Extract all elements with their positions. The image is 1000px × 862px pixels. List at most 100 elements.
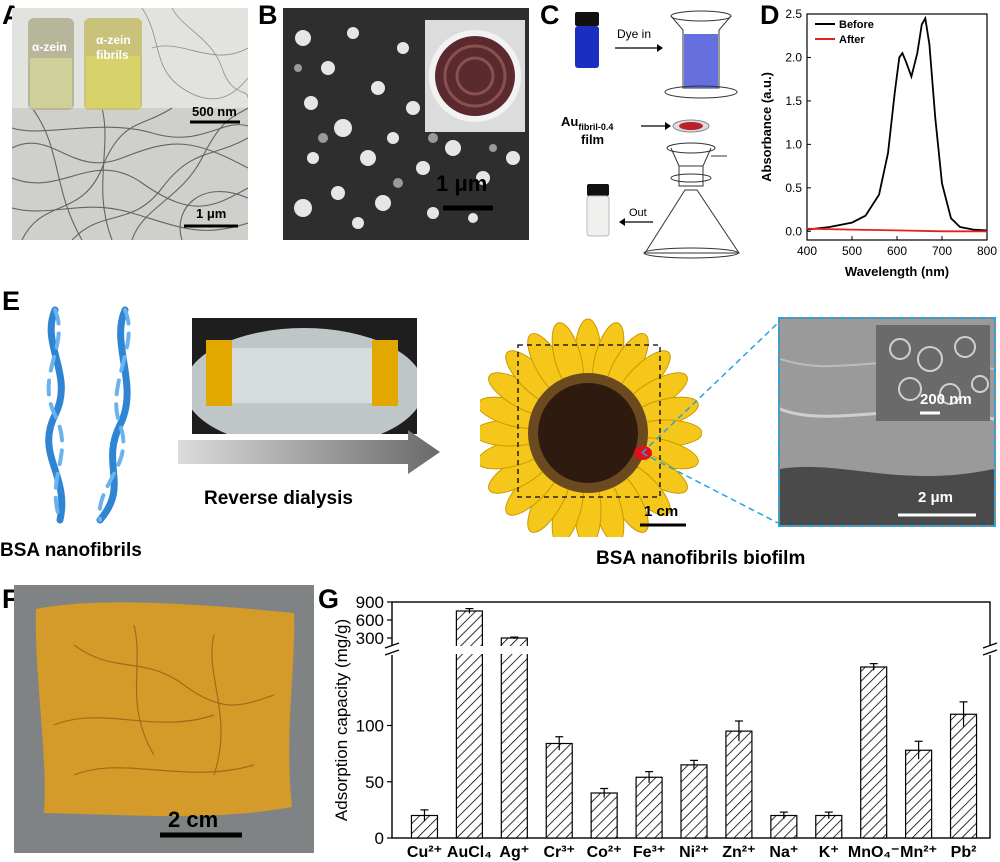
- label-dye-in: Dye in: [617, 27, 652, 41]
- axis-break-right-gap: [984, 645, 996, 655]
- legend-label-before: Before: [839, 19, 874, 31]
- label-au-main: Au: [561, 114, 579, 129]
- bar: [545, 742, 573, 839]
- vial-label-zein: α-zein: [32, 40, 67, 54]
- y-tick-label: 900: [356, 593, 384, 612]
- x-tick-label: Co²⁺: [587, 844, 622, 861]
- axis-break-left-mark: [384, 642, 400, 649]
- bar-break-gap: [455, 646, 484, 654]
- label-au: Aufibril-0.4: [561, 114, 614, 132]
- y-tick-label: 2.0: [785, 50, 802, 64]
- panel-d-absorbance-chart: 400 500 600 700 800 0.0 0.5 1.0 1.5 2.0 2.5 Wavelen…: [759, 7, 997, 279]
- x-tick-label: Fe³⁺: [633, 844, 665, 861]
- x-tick-label: Cr³⁺: [543, 844, 575, 861]
- tem-fibrils-texture: [12, 8, 248, 240]
- scale-bar-label-2cm: 2 cm: [168, 807, 219, 832]
- y-tick-label: 300: [356, 629, 384, 648]
- reverse-dialysis-arrow: [178, 430, 440, 474]
- bar: [635, 776, 663, 839]
- bar-break-gap: [500, 646, 529, 654]
- panel-label-d: D: [760, 0, 780, 30]
- panel-label-c: C: [540, 0, 560, 30]
- panel-f-biofilm-photo: 2 cm: [14, 585, 314, 853]
- x-tick-label: Ag⁺: [499, 844, 529, 861]
- sunflower-image: [480, 315, 702, 537]
- dialysis-dish: [192, 318, 417, 434]
- vial-label-zein-fibrils-line1: α-zein: [96, 33, 131, 47]
- x-tick-label: Na⁺: [769, 844, 798, 861]
- bar: [860, 666, 888, 839]
- label-au-film: film: [581, 132, 605, 147]
- y-axis-label: Absorbance (a.u.): [759, 72, 774, 182]
- series-line-after: [806, 227, 987, 233]
- x-tick-label: Cu²⁺: [407, 844, 442, 861]
- x-axis-label: Wavelength (nm): [845, 264, 949, 279]
- panel-a-tem-image: α-zein α-zein fibrils 500 nm 1 μm: [12, 8, 248, 240]
- scale-bar-label-2um: 2 μm: [918, 489, 954, 506]
- y-tick-label: 0: [375, 829, 384, 848]
- y-axis-label: Adsorption capacity (mg/g): [332, 619, 351, 821]
- bar: [500, 637, 528, 839]
- zoom-connector-lines: [641, 322, 779, 524]
- y-tick-label: 2.5: [785, 7, 802, 21]
- bar: [905, 749, 933, 839]
- x-tick-label: Ni²⁺: [679, 844, 709, 861]
- plot-frame: [806, 13, 988, 241]
- scale-bar-label-1um: 1 μm: [196, 206, 227, 221]
- reverse-dialysis-photo: [192, 318, 417, 434]
- sem-biofilm-image: 200 nm 2 μm: [778, 317, 996, 527]
- y-tick-label: 600: [356, 611, 384, 630]
- x-tick-label: 800: [977, 244, 997, 258]
- scale-bar-label-1cm: 1 cm: [644, 503, 679, 520]
- y-tick-label: 1.0: [785, 137, 802, 151]
- x-tick-label: MnO₄⁻: [848, 844, 900, 861]
- x-tick-label: Zn²⁺: [722, 844, 755, 861]
- bar: [455, 610, 483, 839]
- label-au-sub: fibril-0.4: [578, 122, 614, 132]
- axis-break-left-gap: [386, 645, 398, 655]
- bar: [590, 792, 618, 839]
- caption-bsa-biofilm: BSA nanofibrils biofilm: [596, 548, 806, 569]
- axis-break-left-mark: [384, 649, 400, 656]
- caption-reverse-dialysis: Reverse dialysis: [204, 488, 353, 509]
- sem-nanoparticles: [283, 8, 529, 240]
- axis-break-right-mark: [982, 642, 998, 649]
- scale-bar-label-500nm: 500 nm: [192, 104, 237, 119]
- scale-bar-label-200nm: 200 nm: [920, 391, 972, 408]
- panel-label-b: B: [258, 0, 278, 30]
- sem-biofilm-texture: [780, 319, 994, 525]
- sunflower-biofilm-photo: 1 cm: [480, 315, 702, 537]
- series-line-before: [806, 15, 988, 232]
- bsa-nanofibril-illustration: [45, 306, 131, 524]
- axis-break-right-mark: [982, 649, 998, 656]
- y-tick-label: 1.5: [785, 94, 802, 108]
- x-tick-label: 700: [932, 244, 952, 258]
- y-tick-label: 0.0: [785, 224, 802, 238]
- x-tick-label: Pb²: [951, 844, 977, 861]
- bar: [680, 764, 708, 839]
- panel-b-sem-image: 1 μm: [283, 8, 529, 240]
- bar: [725, 730, 753, 839]
- x-tick-label: 400: [797, 244, 817, 258]
- filtration-schematic: [575, 10, 740, 259]
- y-tick-label: 50: [365, 773, 384, 792]
- x-tick-label: K⁺: [819, 844, 839, 861]
- y-tick-label: 100: [356, 717, 384, 736]
- crumpled-film: [14, 585, 314, 853]
- sunflower-center: [538, 383, 638, 483]
- scale-bar-label-b: 1 μm: [436, 171, 488, 196]
- bar: [949, 713, 978, 839]
- vial-label-zein-fibrils-line2: fibrils: [96, 48, 129, 62]
- zoom-region-box: [517, 344, 661, 498]
- label-out: Out: [629, 207, 647, 219]
- panel-c-schematic: Dye in Aufibril-0.4 film Out: [545, 8, 755, 260]
- y-tick-label: 0.5: [785, 181, 802, 195]
- legend-label-after: After: [839, 34, 865, 46]
- caption-bsa-nanofibrils: BSA nanofibrils: [0, 540, 142, 561]
- panel-label-g: G: [318, 584, 340, 614]
- x-tick-label: 500: [842, 244, 862, 258]
- x-tick-label: Mn²⁺: [900, 844, 937, 861]
- panel-label-e: E: [2, 286, 21, 316]
- x-tick-label: 600: [887, 244, 907, 258]
